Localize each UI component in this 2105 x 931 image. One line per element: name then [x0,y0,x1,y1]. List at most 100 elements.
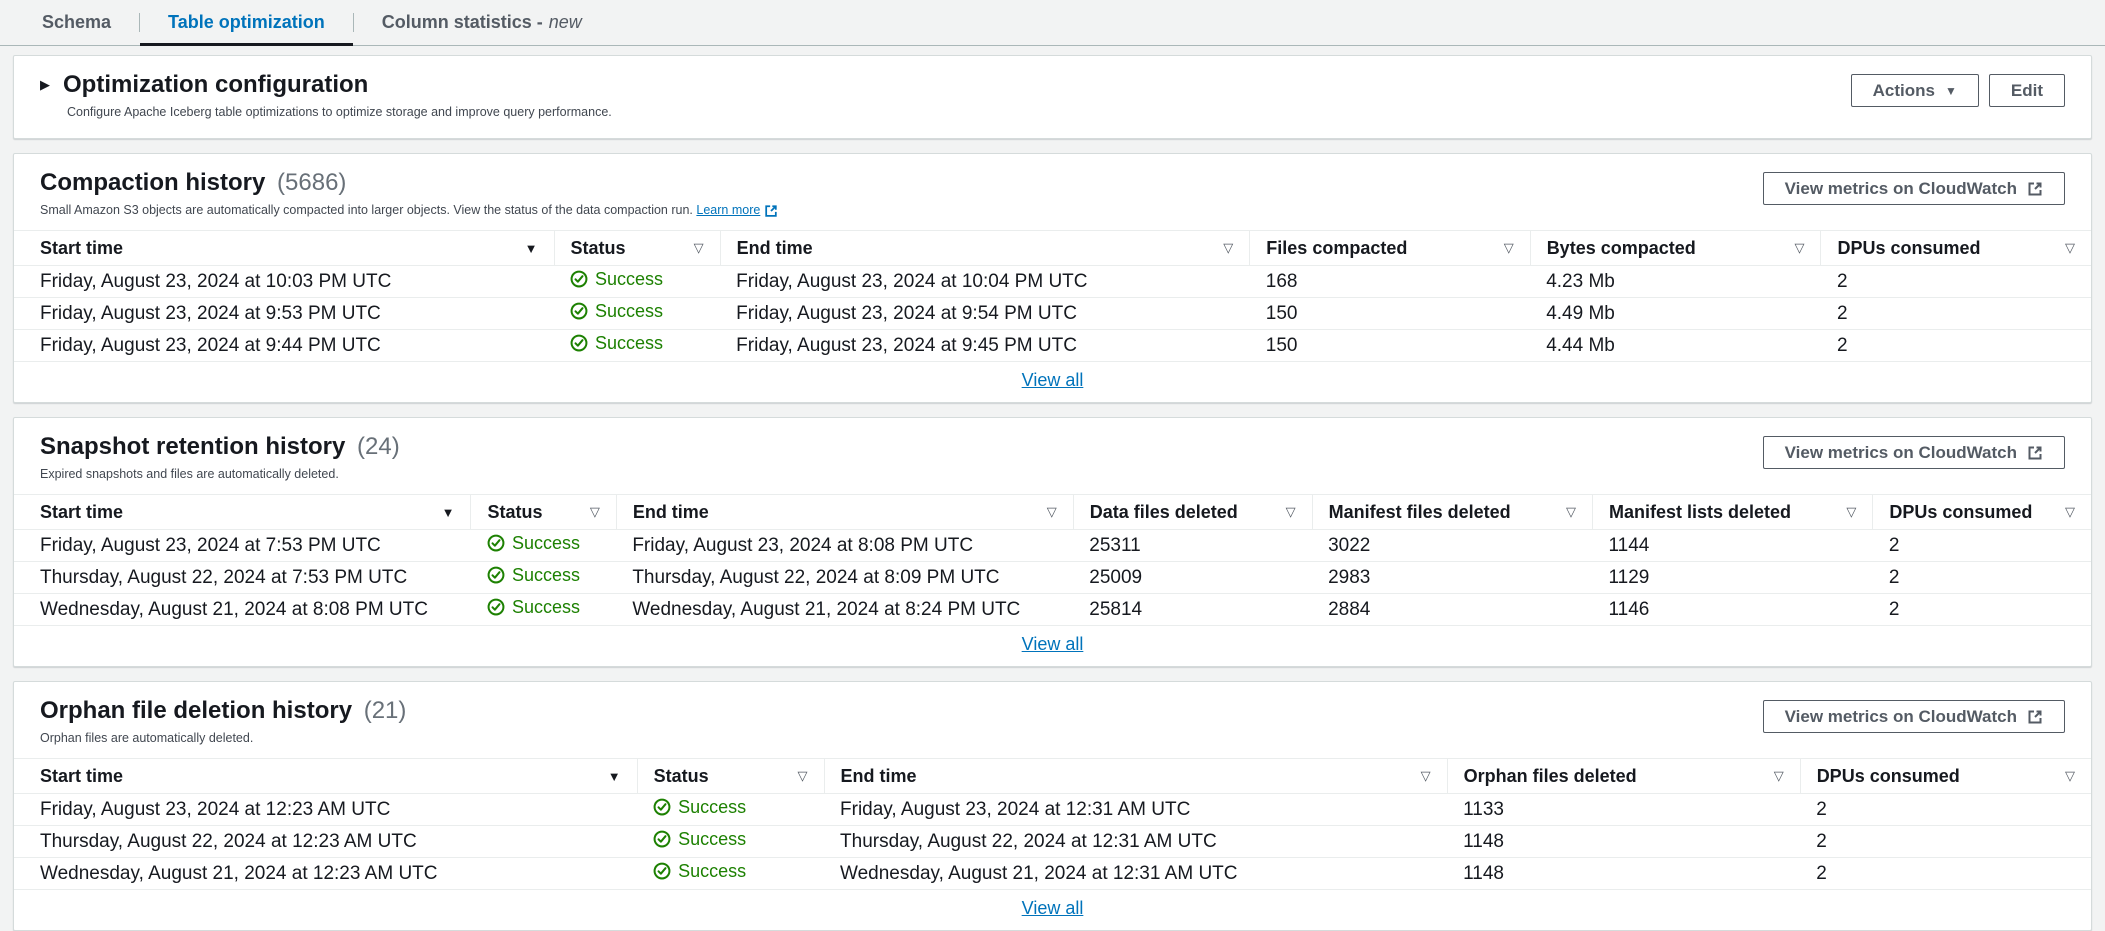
view-metrics-cloudwatch-button[interactable]: View metrics on CloudWatch [1762,172,2065,205]
sortable-icon[interactable]: ▽ [589,504,600,519]
status-cell: Success [554,297,721,330]
actions-dropdown-button[interactable]: Actions ▼ [1850,74,1979,107]
orphan-files-deleted-cell: 1148 [1447,825,1801,858]
dpus-consumed-cell: 2 [1872,593,2091,626]
expand-section-toggle[interactable]: ▶ Optimization configuration [40,71,612,99]
learn-more-link[interactable]: Learn more [696,202,778,219]
column-header-data-files-deleted[interactable]: Data files deleted ▽ [1072,494,1313,530]
sortable-icon[interactable]: ▽ [1773,768,1784,783]
sortable-icon[interactable]: ▽ [1046,504,1057,519]
sortable-icon[interactable]: ▽ [2065,768,2075,783]
start-time-cell: Thursday, August 22, 2024 at 12:23 AM UT… [14,825,638,858]
sortable-icon[interactable]: ▽ [1285,504,1296,519]
sort-descending-icon[interactable]: ▼ [607,768,621,784]
edit-button[interactable]: Edit [1988,74,2065,107]
success-check-icon [487,566,505,584]
column-header-dpus-consumed[interactable]: DPUs consumed ▽ [1799,758,2091,794]
table-header-row: Start time ▼ Status ▽ End time ▽ Files comp… [14,230,2091,266]
sort-descending-icon[interactable]: ▼ [524,240,538,256]
table-header-row: Start time ▼ Status ▽ End time ▽ Data files… [14,494,2091,530]
sortable-icon[interactable]: ▽ [2065,240,2075,255]
external-link-icon [2028,446,2042,459]
view-all-link[interactable]: View all [1021,898,1084,918]
sort-descending-icon[interactable]: ▼ [441,504,455,520]
section-description-text: Small Amazon S3 objects are automaticall… [40,203,693,217]
external-link-icon [765,204,778,217]
table-row: Friday, August 23, 2024 at 12:23 AM UTC … [14,793,2091,826]
success-check-icon [653,862,671,880]
orphan-files-deleted-cell: 1133 [1447,793,1801,826]
column-label: Manifest files deleted [1328,501,1511,522]
sortable-icon[interactable]: ▽ [797,768,808,783]
status-cell: Success [554,329,721,362]
column-header-files-compacted[interactable]: Files compacted ▽ [1249,230,1531,266]
table-row: Friday, August 23, 2024 at 10:03 PM UTC … [14,265,2091,298]
dpus-consumed-cell: 2 [1800,793,2091,826]
column-label: End time [632,501,709,522]
column-header-dpus-consumed[interactable]: DPUs consumed ▽ [1872,494,2091,530]
column-header-end-time[interactable]: End time ▽ [719,230,1250,266]
expand-collapsed-icon[interactable]: ▶ [40,77,50,92]
column-header-start-time[interactable]: Start time ▼ [14,230,555,266]
table-row: Thursday, August 22, 2024 at 7:53 PM UTC… [14,561,2091,594]
end-time-cell: Friday, August 23, 2024 at 9:45 PM UTC [720,329,1250,362]
start-time-cell: Wednesday, August 21, 2024 at 8:08 PM UT… [14,593,471,626]
success-check-icon [487,534,505,552]
status-cell: Success [637,857,825,890]
sortable-icon[interactable]: ▽ [1565,504,1576,519]
sortable-icon[interactable]: ▽ [1846,504,1857,519]
manifest-lists-deleted-cell: 1129 [1592,561,1873,594]
column-header-start-time[interactable]: Start time ▼ [14,494,471,530]
view-all-link[interactable]: View all [1021,370,1084,390]
column-header-bytes-compacted[interactable]: Bytes compacted ▽ [1529,230,1821,266]
view-metrics-label: View metrics on CloudWatch [1784,442,2017,462]
section-description: Small Amazon S3 objects are automaticall… [40,202,778,219]
start-time-cell: Friday, August 23, 2024 at 7:53 PM UTC [14,529,471,562]
tab-table-optimization-label: Table optimization [168,12,325,32]
sortable-icon[interactable]: ▽ [693,240,704,255]
view-metrics-cloudwatch-button[interactable]: View metrics on CloudWatch [1762,700,2065,733]
column-label: DPUs consumed [1816,765,1960,786]
column-header-orphan-files-deleted[interactable]: Orphan files deleted ▽ [1446,758,1801,794]
sortable-icon[interactable]: ▽ [1503,240,1514,255]
status-text: Success [678,796,747,817]
config-actions: Actions ▼ Edit [1850,71,2065,107]
sortable-icon[interactable]: ▽ [1794,240,1805,255]
status-text: Success [595,268,664,289]
tab-column-statistics[interactable]: Column statistics - new [354,0,610,45]
view-metrics-cloudwatch-button[interactable]: View metrics on CloudWatch [1762,436,2065,469]
files-compacted-cell: 150 [1249,329,1531,362]
files-compacted-cell: 150 [1249,297,1531,330]
tab-schema[interactable]: Schema [14,0,139,45]
dpus-consumed-cell: 2 [1820,329,2091,362]
column-header-start-time[interactable]: Start time ▼ [14,758,638,794]
column-header-manifest-files-deleted[interactable]: Manifest files deleted ▽ [1311,494,1593,530]
status-text: Success [595,300,664,321]
column-header-status[interactable]: Status ▽ [636,758,825,794]
column-header-dpus-consumed[interactable]: DPUs consumed ▽ [1820,230,2091,266]
bytes-compacted-cell: 4.44 Mb [1530,329,1821,362]
column-header-end-time[interactable]: End time ▽ [615,494,1074,530]
column-header-status[interactable]: Status ▽ [553,230,721,266]
view-metrics-label: View metrics on CloudWatch [1784,178,2017,198]
chevron-down-icon: ▼ [1945,83,1957,98]
status-cell: Success [470,593,617,626]
status-cell: Success [637,793,825,826]
column-header-manifest-lists-deleted[interactable]: Manifest lists deleted ▽ [1591,494,1873,530]
sortable-icon[interactable]: ▽ [1223,240,1234,255]
status-text: Success [595,332,664,353]
column-label: DPUs consumed [1889,501,2033,522]
start-time-cell: Friday, August 23, 2024 at 10:03 PM UTC [14,265,555,298]
status-cell: Success [637,825,825,858]
column-header-status[interactable]: Status ▽ [470,494,617,530]
section-title-text: Snapshot retention history [40,433,346,460]
end-time-cell: Wednesday, August 21, 2024 at 8:24 PM UT… [616,593,1074,626]
view-all-link[interactable]: View all [1021,634,1084,654]
end-time-cell: Thursday, August 22, 2024 at 12:31 AM UT… [824,825,1448,858]
sortable-icon[interactable]: ▽ [1420,768,1431,783]
record-count: (21) [363,697,407,724]
tab-table-optimization[interactable]: Table optimization [140,0,353,46]
column-header-end-time[interactable]: End time ▽ [823,758,1448,794]
success-check-icon [487,598,505,616]
sortable-icon[interactable]: ▽ [2065,504,2075,519]
